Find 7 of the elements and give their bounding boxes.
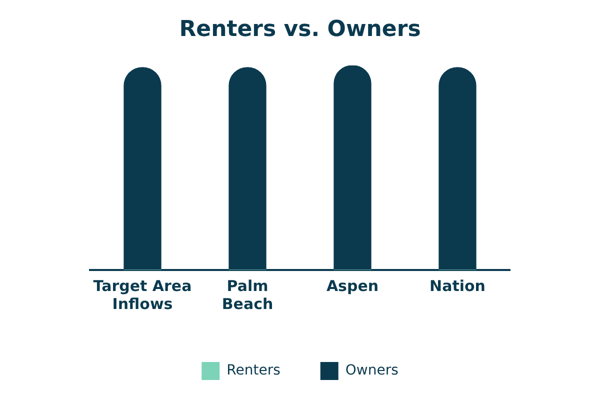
x-tick-label: Aspen [326,276,379,295]
x-tick-label: Target Area Inflows [93,276,192,313]
x-tick-label: Nation [430,276,486,295]
chart-title: Renters vs. Owners [179,16,421,42]
x-tick-label: Palm Beach [222,276,274,313]
legend-label: Owners [345,362,398,379]
legend-label: Renters [226,362,280,379]
